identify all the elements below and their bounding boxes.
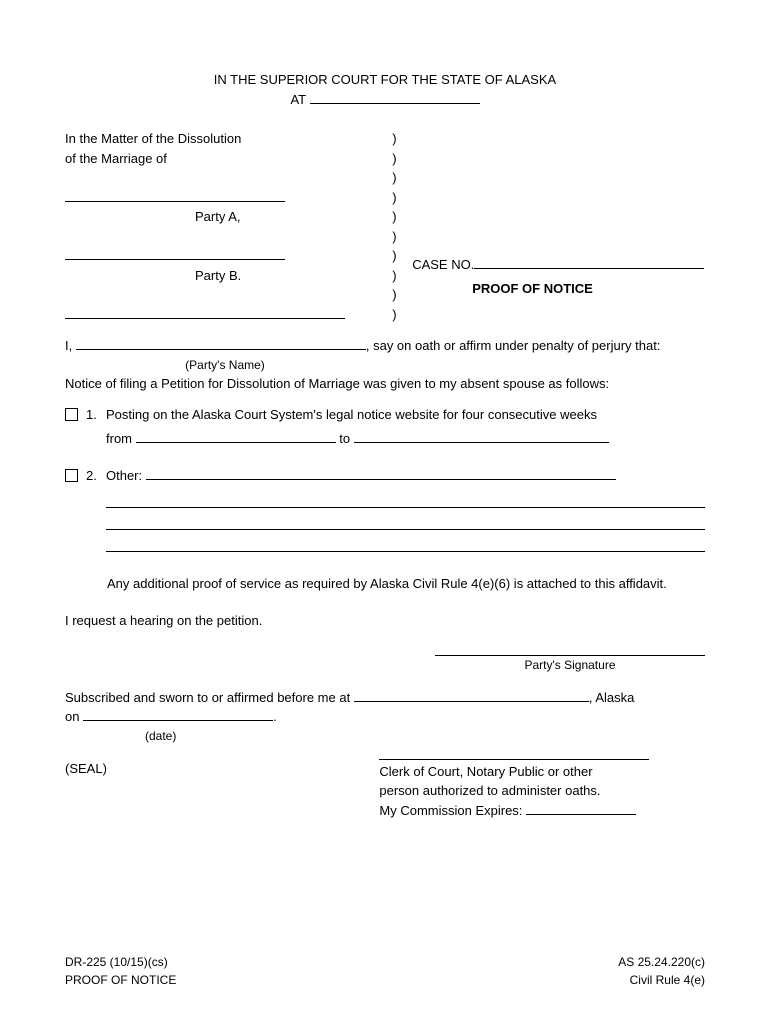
party-b-label: Party B. bbox=[195, 266, 241, 286]
item-1-text: Posting on the Alaska Court System's leg… bbox=[106, 407, 597, 422]
location-field[interactable] bbox=[310, 91, 480, 104]
notice-statement: Notice of filing a Petition for Dissolut… bbox=[65, 374, 705, 394]
to-label: to bbox=[339, 431, 350, 446]
bracket: ) bbox=[392, 129, 404, 149]
checkbox-2[interactable] bbox=[65, 469, 78, 482]
clerk-text-1: Clerk of Court, Notary Public or other bbox=[379, 762, 705, 782]
commission-expiry-field[interactable] bbox=[526, 814, 636, 815]
signature-label: Party's Signature bbox=[435, 656, 705, 674]
other-field-3[interactable] bbox=[106, 512, 705, 530]
jurat: Subscribed and sworn to or affirmed befo… bbox=[65, 688, 705, 708]
i-label: I, bbox=[65, 338, 72, 353]
bracket: ) bbox=[392, 188, 404, 208]
bracket: ) bbox=[392, 168, 404, 188]
statute-ref: AS 25.24.220(c) bbox=[618, 953, 705, 971]
case-caption: In the Matter of the Dissolution) of the… bbox=[65, 129, 705, 324]
hearing-request: I request a hearing on the petition. bbox=[65, 611, 705, 631]
bracket: ) bbox=[392, 246, 404, 266]
other-field-1[interactable] bbox=[146, 479, 616, 480]
oath-text: , say on oath or affirm under penalty of… bbox=[366, 338, 661, 353]
date-field[interactable] bbox=[83, 720, 273, 721]
to-date-field[interactable] bbox=[354, 442, 609, 443]
form-name: PROOF OF NOTICE bbox=[65, 971, 176, 989]
option-1-row: 1. Posting on the Alaska Court System's … bbox=[65, 405, 705, 448]
commission-label: My Commission Expires: bbox=[379, 803, 522, 818]
date-row: on . bbox=[65, 707, 705, 727]
affiant-statement: I, , say on oath or affirm under penalty… bbox=[65, 336, 705, 356]
bracket: ) bbox=[392, 207, 404, 227]
party-b-field[interactable] bbox=[65, 259, 285, 260]
document-title: PROOF OF NOTICE bbox=[412, 279, 705, 299]
form-number: DR-225 (10/15)(cs) bbox=[65, 953, 176, 971]
party-a-field[interactable] bbox=[65, 201, 285, 202]
party-a-label: Party A, bbox=[195, 207, 241, 227]
court-title: IN THE SUPERIOR COURT FOR THE STATE OF A… bbox=[65, 70, 705, 90]
item-2-label: Other: bbox=[106, 468, 142, 483]
sworn-location-field[interactable] bbox=[354, 701, 589, 702]
other-field-2[interactable] bbox=[106, 490, 705, 508]
date-sublabel: (date) bbox=[145, 727, 705, 745]
on-label: on bbox=[65, 709, 79, 724]
caption-left: In the Matter of the Dissolution) of the… bbox=[65, 129, 404, 324]
item-2-num: 2. bbox=[86, 466, 106, 552]
rule-ref: Civil Rule 4(e) bbox=[618, 971, 705, 989]
from-date-field[interactable] bbox=[136, 442, 336, 443]
bracket: ) bbox=[392, 227, 404, 247]
sworn-text: Subscribed and sworn to or affirmed befo… bbox=[65, 690, 350, 705]
bracket: ) bbox=[392, 266, 404, 286]
signature-block: Party's Signature bbox=[65, 655, 705, 674]
case-no-field[interactable] bbox=[474, 268, 704, 269]
additional-proof-text: Any additional proof of service as requi… bbox=[107, 574, 705, 594]
alaska-text: , Alaska bbox=[589, 690, 635, 705]
party-name-field[interactable] bbox=[76, 349, 366, 350]
item-1-num: 1. bbox=[86, 405, 106, 448]
clerk-text-2: person authorized to administer oaths. bbox=[379, 781, 705, 801]
bracket: ) bbox=[392, 285, 404, 305]
other-field-4[interactable] bbox=[106, 534, 705, 552]
seal-label: (SEAL) bbox=[65, 761, 107, 776]
matter-line1: In the Matter of the Dissolution bbox=[65, 129, 392, 149]
option-2-row: 2. Other: bbox=[65, 466, 705, 552]
bracket: ) bbox=[392, 305, 404, 325]
matter-line2: of the Marriage of bbox=[65, 149, 392, 169]
checkbox-1[interactable] bbox=[65, 408, 78, 421]
case-no-label: CASE NO. bbox=[412, 257, 474, 272]
caption-bottom-line bbox=[65, 306, 345, 319]
party-name-sublabel: (Party's Name) bbox=[80, 356, 370, 374]
at-label: AT bbox=[290, 92, 305, 107]
notary-signature-field[interactable] bbox=[379, 759, 649, 760]
caption-right: CASE NO. PROOF OF NOTICE bbox=[404, 129, 705, 324]
from-label: from bbox=[106, 431, 132, 446]
bracket: ) bbox=[392, 149, 404, 169]
footer-left: DR-225 (10/15)(cs) PROOF OF NOTICE bbox=[65, 953, 176, 989]
form-footer: DR-225 (10/15)(cs) PROOF OF NOTICE AS 25… bbox=[65, 953, 705, 989]
notary-block: (SEAL) Clerk of Court, Notary Public or … bbox=[65, 759, 705, 821]
form-header: IN THE SUPERIOR COURT FOR THE STATE OF A… bbox=[65, 70, 705, 109]
footer-right: AS 25.24.220(c) Civil Rule 4(e) bbox=[618, 953, 705, 989]
